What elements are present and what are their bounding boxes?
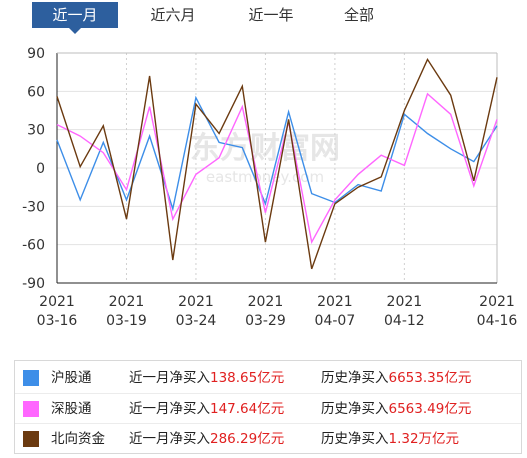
y-tick-label: -60 xyxy=(22,238,45,254)
legend-name: 沪股通 xyxy=(51,370,92,386)
legend-month: 近一月净买入147.64亿元 xyxy=(129,394,284,424)
series-line-sh-connect xyxy=(56,95,498,212)
y-tick-label: 30 xyxy=(27,123,45,139)
x-tick-year: 2021 xyxy=(248,294,284,310)
legend-history: 历史净买入6653.35亿元 xyxy=(321,363,471,393)
y-tick-label: -30 xyxy=(22,199,45,215)
y-tick-label: 90 xyxy=(27,46,45,62)
x-tick-date: 04-16 xyxy=(477,313,518,329)
legend-hist-label: 历史净买入 xyxy=(321,370,389,386)
legend-month-label: 近一月净买入 xyxy=(129,431,210,447)
legend-row-sh: 沪股通 近一月净买入138.65亿元 历史净买入6653.35亿元 xyxy=(15,363,521,393)
legend-month-value: 147.64亿元 xyxy=(210,401,285,417)
legend-history: 历史净买入6563.49亿元 xyxy=(321,394,471,424)
legend-row-north: 北向资金 近一月净买入286.29亿元 历史净买入1.32万亿元 xyxy=(15,423,521,454)
watermark-url: eastmoney.com xyxy=(206,168,324,186)
y-tick-label: -90 xyxy=(22,276,45,292)
x-tick-date: 03-19 xyxy=(106,313,147,329)
legend-hist-value: 6563.49亿元 xyxy=(388,401,472,417)
legend-hist-value: 1.32万亿元 xyxy=(388,431,460,447)
legend-history: 历史净买入1.32万亿元 xyxy=(321,424,459,454)
x-tick-year: 2021 xyxy=(317,294,353,310)
y-tick-label: 0 xyxy=(36,161,45,177)
x-tick-date: 04-07 xyxy=(315,313,356,329)
legend-month-label: 近一月净买入 xyxy=(129,370,210,386)
legend-hist-label: 历史净买入 xyxy=(321,431,389,447)
legend-swatch-sz xyxy=(23,401,39,417)
legend-name: 北向资金 xyxy=(51,431,105,447)
x-tick-year: 2021 xyxy=(39,294,75,310)
legend-row-sz: 深股通 近一月净买入147.64亿元 历史净买入6563.49亿元 xyxy=(15,393,521,424)
tab-all[interactable]: 全部 xyxy=(343,6,374,24)
legend-swatch-north xyxy=(23,431,39,447)
legend-table: 沪股通 近一月净买入138.65亿元 历史净买入6653.35亿元 深股通 近一… xyxy=(14,360,522,454)
series-lines xyxy=(56,57,498,270)
x-tick-date: 03-29 xyxy=(245,313,286,329)
axes: 90 60 30 0 -30 -60 -90 2021 03-16 2021 03-19 2021 03… xyxy=(22,46,517,329)
x-tick-year: 2021 xyxy=(387,294,423,310)
legend-hist-label: 历史净买入 xyxy=(321,401,389,417)
northbound-flow-chart: 东方财富网 eastmoney.com 9060300-30-60-902021… xyxy=(22,46,517,329)
grid xyxy=(57,53,497,283)
x-tick-year: 2021 xyxy=(479,294,515,310)
legend-month: 近一月净买入138.65亿元 xyxy=(129,363,284,393)
legend-month: 近一月净买入286.29亿元 xyxy=(129,424,284,454)
legend-month-value: 138.65亿元 xyxy=(210,370,285,386)
tab-one-month[interactable]: 近一月 xyxy=(32,2,118,28)
x-tick-date: 03-16 xyxy=(37,313,78,329)
x-tick-year: 2021 xyxy=(109,294,145,310)
legend-month-value: 286.29亿元 xyxy=(210,431,285,447)
legend-hist-value: 6653.35亿元 xyxy=(388,370,472,386)
period-tabs: 近一月 近六月 近一年 全部 xyxy=(0,0,527,34)
x-tick-year: 2021 xyxy=(178,294,214,310)
x-tick-date: 03-24 xyxy=(176,313,217,329)
series-line-northbound xyxy=(56,57,498,270)
legend-swatch-sh xyxy=(23,370,39,386)
series-line-sz-connect xyxy=(56,92,498,245)
tab-one-year[interactable]: 近一年 xyxy=(248,6,294,24)
y-tick-label: 60 xyxy=(27,84,45,100)
x-tick-date: 04-12 xyxy=(384,313,425,329)
legend-month-label: 近一月净买入 xyxy=(129,401,210,417)
tab-six-months[interactable]: 近六月 xyxy=(150,6,196,24)
legend-name: 深股通 xyxy=(51,401,92,417)
active-tab-caret xyxy=(69,28,81,34)
